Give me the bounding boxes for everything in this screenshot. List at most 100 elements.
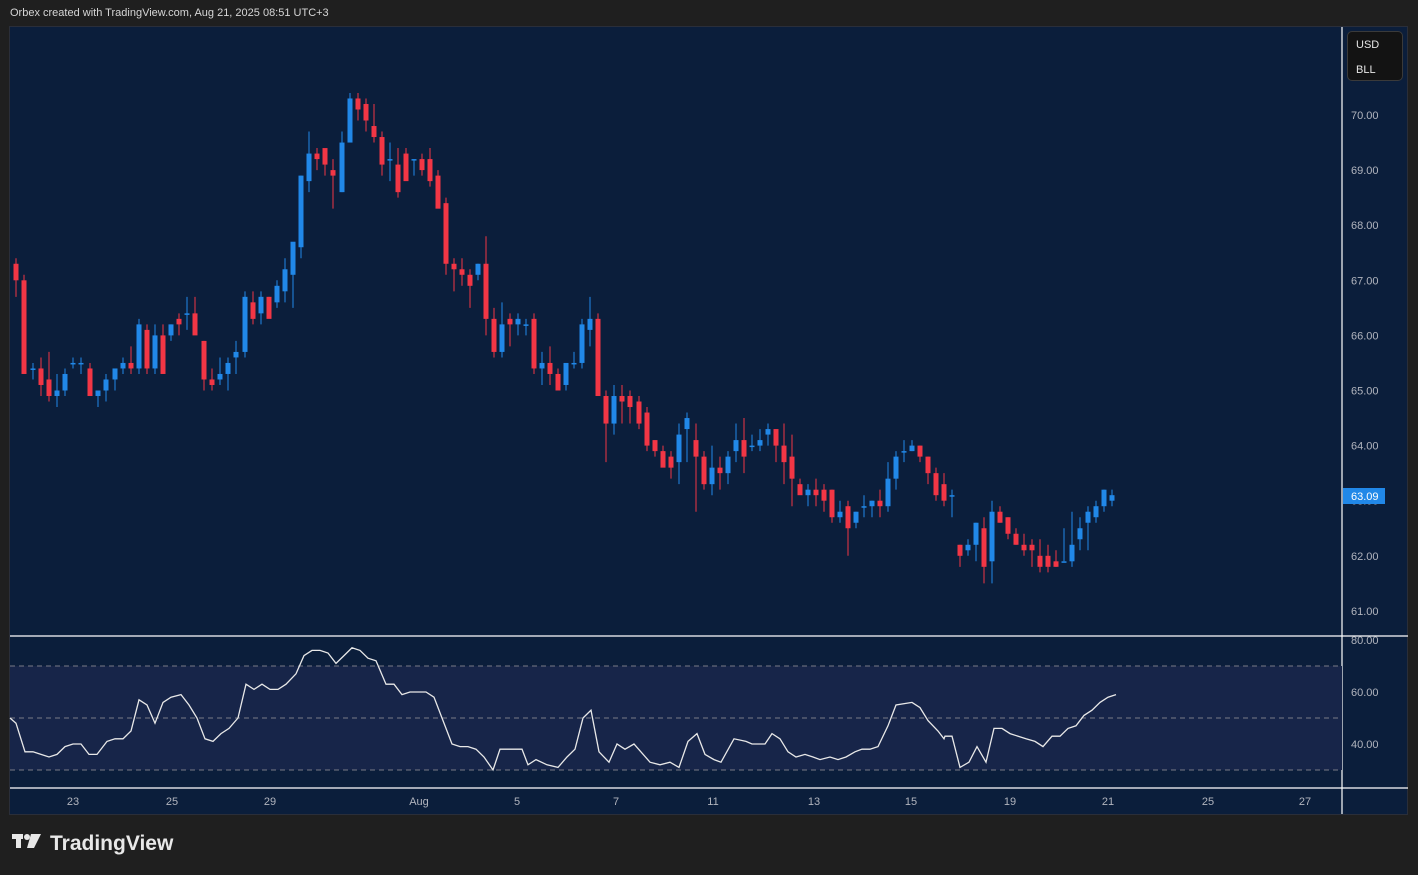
candle-down [427, 159, 433, 182]
candle-down [555, 373, 561, 391]
candle-up [30, 368, 36, 370]
candle-up [757, 440, 763, 446]
price-tick-label: 67.00 [1351, 275, 1379, 287]
candle-down [209, 379, 215, 385]
candle-down [781, 445, 787, 463]
candle-down [467, 274, 473, 286]
candle-up [579, 324, 585, 363]
rsi-tick-label: 80.00 [1351, 635, 1379, 647]
time-tick-label: 21 [1102, 796, 1114, 808]
candle-down [1053, 561, 1059, 567]
candle-down [192, 313, 198, 336]
time-tick-label: 11 [707, 796, 718, 808]
candle-down [451, 263, 457, 270]
price-tick-label: 61.00 [1351, 606, 1379, 618]
candle-down [627, 396, 633, 408]
candle-up [290, 241, 296, 275]
candle-up [1093, 506, 1099, 518]
candle-down [1029, 544, 1035, 551]
rsi-axis[interactable]: 80.00 60.00 40.00 [1351, 635, 1379, 751]
candle-up [733, 440, 739, 452]
candle-up [112, 368, 118, 380]
candle-down [266, 296, 272, 319]
candle-up [571, 362, 577, 365]
candle-up [274, 285, 280, 303]
price-axis[interactable]: 70.0069.0068.0067.0066.0065.0064.0063.00… [1351, 110, 1379, 618]
candle-down [395, 164, 401, 193]
candle-up [901, 451, 907, 453]
time-tick-label: 15 [905, 796, 917, 808]
candle-down [789, 456, 795, 479]
candle-up [475, 263, 481, 275]
candle-down [1021, 544, 1027, 551]
candle-down [668, 456, 674, 468]
candle-down [773, 429, 779, 446]
candle-up [587, 318, 593, 330]
candle-down [636, 401, 642, 424]
candle-up [120, 362, 126, 369]
candle-down [363, 103, 369, 121]
candle-up [95, 390, 101, 397]
candle-up [411, 159, 417, 161]
candle-down [693, 440, 699, 457]
candle-up [676, 434, 682, 463]
time-tick-label: 29 [264, 796, 276, 808]
candle-down [250, 302, 256, 319]
tradingview-branding[interactable]: TradingView [12, 832, 173, 856]
candle-down [957, 544, 963, 556]
candle-down [314, 153, 320, 160]
candle-up [298, 175, 304, 248]
time-tick-label: 25 [166, 796, 178, 808]
time-axis[interactable]: 23 25 29 Aug 5 7 11 13 15 19 21 25 27 [67, 796, 1311, 808]
candle-up [233, 351, 239, 358]
candle-up [949, 495, 955, 497]
rsi-tick-label: 60.00 [1351, 687, 1379, 699]
currency-line-1: USD [1356, 39, 1380, 51]
candle-down [128, 362, 134, 369]
candle-up [684, 418, 690, 430]
candle-down [701, 456, 707, 485]
candle-down [917, 445, 923, 457]
candle-up [306, 153, 312, 182]
candle-down [660, 451, 666, 468]
candle-up [515, 318, 521, 325]
time-tick-label: 7 [613, 796, 619, 808]
candle-down [941, 484, 947, 501]
candle-down [813, 489, 819, 496]
candle-up [339, 142, 345, 193]
candle-up [725, 456, 731, 474]
price-tick-label: 69.00 [1351, 165, 1379, 177]
currency-badge[interactable]: USD BLL [1347, 31, 1403, 81]
candle-down [371, 126, 377, 138]
candle-up [869, 500, 875, 507]
candle-down [160, 335, 166, 374]
candle-up [765, 429, 771, 435]
candle-up [103, 379, 109, 391]
candle-down [443, 203, 449, 264]
candle-up [1061, 561, 1067, 563]
candle-up [282, 269, 288, 292]
candle-up [893, 456, 899, 479]
time-tick-label: 25 [1202, 796, 1214, 808]
candle-up [989, 511, 995, 562]
candle-down [322, 148, 328, 165]
time-tick-label: 5 [514, 796, 520, 808]
candle-up [885, 478, 891, 507]
rsi-line [9, 647, 1117, 772]
candle-up [217, 373, 223, 380]
rsi-level-lines [10, 665, 1342, 771]
price-tick-label: 70.00 [1351, 110, 1379, 122]
currency-line-2: BLL [1356, 64, 1376, 76]
candle-down [717, 467, 723, 474]
candle-up [611, 396, 617, 424]
candle-down [21, 280, 27, 374]
price-tick-label: 68.00 [1351, 220, 1379, 232]
candle-up [973, 522, 979, 545]
last-price-label: 63.09 [1351, 491, 1379, 503]
rsi-tick-label: 40.00 [1351, 739, 1379, 751]
candle-up [258, 296, 264, 314]
price-tick-label: 65.00 [1351, 386, 1379, 398]
candle-down [877, 500, 883, 507]
candle-down [1045, 555, 1051, 567]
